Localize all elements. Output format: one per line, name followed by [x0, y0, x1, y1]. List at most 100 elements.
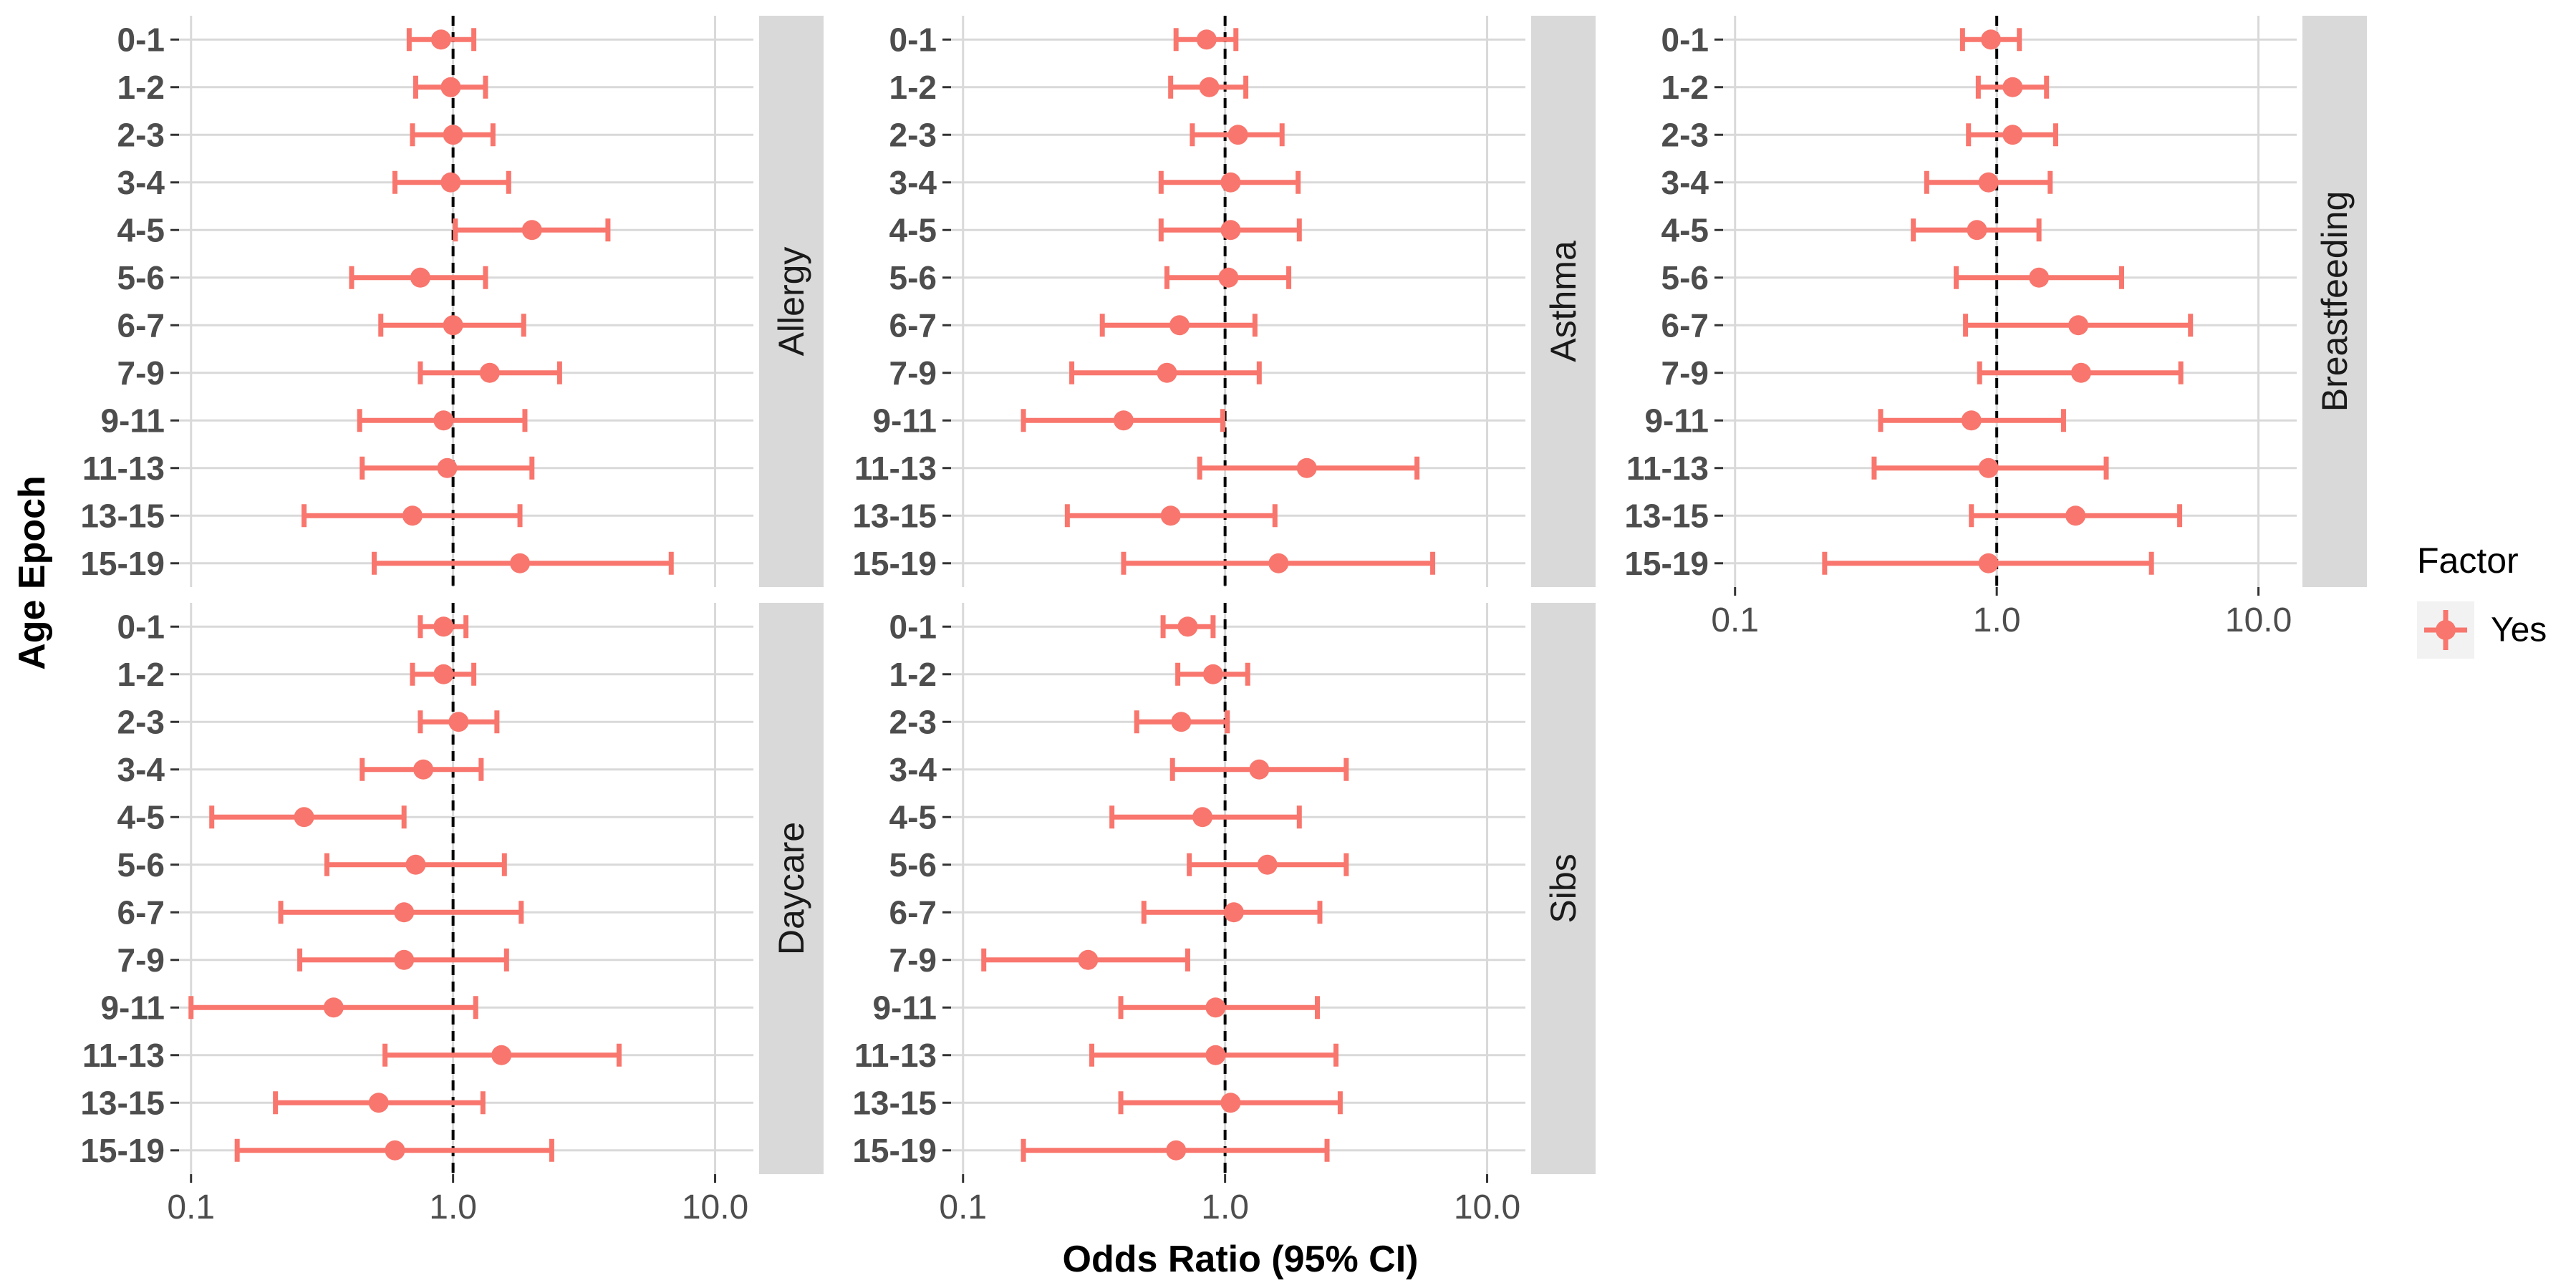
point-estimate — [368, 1093, 389, 1113]
estimate-sibs-3-4 — [1169, 757, 1349, 781]
point-estimate — [1166, 1140, 1187, 1161]
estimate-daycare-1-2 — [410, 662, 477, 686]
y-tick-label: 7-9 — [1661, 354, 1709, 392]
estimate-daycare-6-7 — [278, 901, 524, 924]
facet-strip-label: Breastfeeding — [2315, 191, 2355, 412]
estimate-breastfeeding-6-7 — [1963, 314, 2194, 337]
y-tick-label: 6-7 — [117, 894, 165, 931]
y-tick-label: 6-7 — [889, 894, 937, 931]
point-estimate — [1978, 553, 1999, 573]
estimate-daycare-15-19 — [234, 1138, 554, 1162]
y-tick-label: 15-19 — [852, 545, 937, 582]
x-tick-label: 1.0 — [1973, 601, 2021, 639]
x-tick-label: 0.1 — [939, 1188, 987, 1226]
point-estimate — [413, 759, 434, 780]
estimate-daycare-11-13 — [382, 1043, 622, 1067]
estimate-daycare-13-15 — [273, 1091, 486, 1115]
estimate-allergy-7-9 — [418, 361, 562, 384]
estimate-daycare-7-9 — [297, 948, 509, 972]
estimate-allergy-13-15 — [302, 504, 523, 528]
point-estimate — [1249, 759, 1270, 780]
y-tick-label: 15-19 — [1624, 545, 1709, 582]
y-tick-label: 15-19 — [80, 1132, 165, 1169]
panel-background — [179, 16, 753, 587]
point-estimate — [1199, 77, 1220, 97]
legend-items: Yes — [2417, 601, 2547, 659]
estimate-breastfeeding-9-11 — [1878, 409, 2066, 432]
y-axis-title: Age Epoch — [11, 475, 53, 670]
x-tick-label: 0.1 — [167, 1188, 215, 1226]
legend: Factor Yes — [2417, 541, 2547, 659]
y-tick-label: 9-11 — [872, 989, 937, 1026]
point-estimate — [1223, 902, 1244, 923]
estimate-asthma-5-6 — [1164, 266, 1292, 289]
y-tick-label: 1-2 — [889, 69, 937, 106]
point-estimate — [410, 267, 430, 288]
y-tick-label: 1-2 — [117, 656, 165, 693]
point-estimate — [394, 902, 415, 923]
point-estimate — [491, 1045, 512, 1065]
point-estimate — [1113, 410, 1134, 431]
y-tick-label: 6-7 — [117, 306, 165, 344]
x-tick-label: 10.0 — [1454, 1188, 1520, 1226]
panel-asthma: 0-1 1-2 2-3 3-4 4-5 5-6 6-7 7-9 9-11 11-13 13-15 15… — [852, 16, 1596, 587]
point-estimate — [1220, 220, 1241, 241]
facet-strip-asthma — [1531, 16, 1596, 587]
x-tick-label: 10.0 — [2225, 601, 2292, 639]
estimate-allergy-0-1 — [406, 28, 477, 52]
point-estimate — [1171, 712, 1192, 732]
point-estimate — [510, 553, 531, 573]
x-tick-label: 0.1 — [1711, 601, 1759, 639]
legend-title: Factor — [2417, 541, 2519, 581]
point-estimate — [1978, 457, 1999, 478]
y-tick-label: 15-19 — [80, 545, 165, 582]
estimate-sibs-11-13 — [1089, 1043, 1339, 1067]
legend-key-point — [2436, 620, 2456, 640]
panel-background — [951, 16, 1525, 587]
point-estimate — [1205, 1045, 1226, 1065]
y-tick-label: 9-11 — [872, 402, 937, 439]
point-estimate — [443, 125, 463, 145]
estimate-asthma-3-4 — [1158, 170, 1301, 194]
y-tick-label: 13-15 — [1624, 497, 1709, 534]
panel-sibs: 0-1 1-2 2-3 3-4 4-5 5-6 6-7 7-9 9-11 11-13 13-15 15… — [852, 603, 1596, 1226]
estimate-allergy-3-4 — [392, 170, 511, 194]
facet-strip-label: Sibs — [1543, 853, 1583, 923]
point-estimate — [1978, 172, 1999, 193]
y-tick-label: 5-6 — [889, 259, 937, 296]
estimate-allergy-15-19 — [371, 551, 674, 575]
y-tick-label: 4-5 — [889, 211, 937, 248]
y-tick-label: 1-2 — [117, 69, 165, 106]
y-tick-label: 3-4 — [1661, 164, 1709, 201]
estimate-sibs-5-6 — [1187, 853, 1349, 876]
estimate-allergy-6-7 — [378, 314, 526, 337]
panel-daycare: 0-1 1-2 2-3 3-4 4-5 5-6 6-7 7-9 9-11 11-13 13-15 15… — [80, 603, 824, 1226]
y-tick-label: 3-4 — [117, 751, 165, 788]
estimate-allergy-5-6 — [349, 266, 488, 289]
y-tick-label: 7-9 — [117, 941, 165, 979]
y-tick-label: 7-9 — [889, 354, 937, 392]
point-estimate — [430, 29, 451, 50]
facet-strip-label: Daycare — [771, 822, 811, 955]
y-tick-label: 0-1 — [889, 608, 937, 645]
point-estimate — [2002, 125, 2023, 145]
estimate-allergy-2-3 — [410, 123, 496, 147]
point-estimate — [1078, 949, 1099, 970]
x-axis-title: Odds Ratio (95% CI) — [1063, 1239, 1419, 1280]
legend-item-label: Yes — [2491, 611, 2547, 649]
facet-strip-breastfeeding — [2302, 16, 2367, 587]
x-tick-label: 1.0 — [1201, 1188, 1249, 1226]
y-tick-label: 15-19 — [852, 1132, 937, 1169]
legend-item-yes: Yes — [2417, 601, 2547, 659]
panel-breastfeeding: 0-1 1-2 2-3 3-4 4-5 5-6 6-7 7-9 9-11 11-13 13-15 15… — [1624, 16, 2367, 639]
point-estimate — [1177, 616, 1198, 637]
y-tick-label: 7-9 — [117, 354, 165, 392]
estimate-breastfeeding-5-6 — [1954, 266, 2125, 289]
point-estimate — [443, 315, 463, 336]
point-estimate — [2068, 315, 2089, 336]
y-tick-label: 5-6 — [117, 259, 165, 296]
point-estimate — [1296, 457, 1317, 478]
y-tick-label: 5-6 — [1661, 259, 1709, 296]
point-estimate — [1967, 220, 1987, 241]
